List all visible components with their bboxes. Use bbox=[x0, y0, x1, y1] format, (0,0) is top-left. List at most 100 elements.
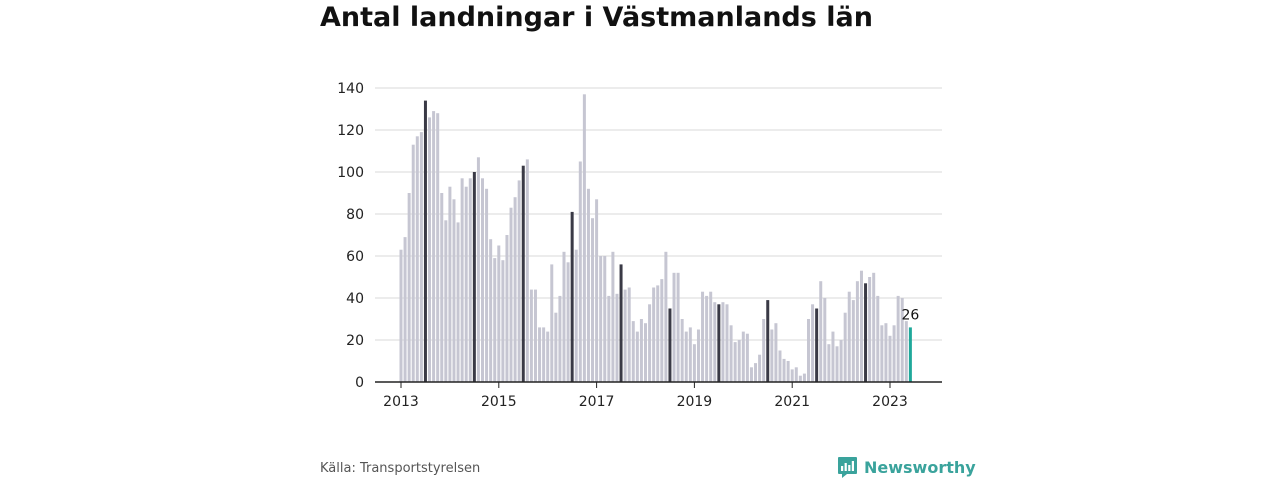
bar bbox=[900, 298, 904, 382]
bar bbox=[554, 312, 558, 382]
bar bbox=[432, 111, 436, 382]
bar bbox=[741, 331, 745, 382]
bar bbox=[811, 304, 815, 382]
bar bbox=[705, 295, 709, 382]
brand-name: Newsworthy bbox=[864, 457, 976, 477]
x-tick-label: 2019 bbox=[677, 394, 713, 410]
bar bbox=[517, 180, 521, 382]
y-axis-labels: 0 20 40 60 80 100 120 140 bbox=[337, 81, 364, 391]
bar bbox=[582, 94, 586, 383]
bar bbox=[770, 329, 774, 382]
bar bbox=[868, 277, 872, 382]
bar bbox=[411, 144, 415, 382]
bar bbox=[627, 287, 631, 382]
bar bbox=[664, 251, 668, 382]
bar bbox=[631, 321, 635, 382]
bar bbox=[644, 323, 647, 382]
bar bbox=[448, 186, 452, 382]
bar-highlight bbox=[472, 172, 476, 382]
bar bbox=[774, 323, 778, 382]
bar bbox=[436, 113, 440, 382]
bar bbox=[835, 346, 839, 382]
bar bbox=[456, 222, 460, 382]
bar bbox=[493, 258, 497, 382]
bar-highlight bbox=[570, 211, 574, 382]
bar bbox=[639, 319, 643, 382]
bar bbox=[452, 199, 456, 382]
y-tick-label: 60 bbox=[346, 249, 364, 265]
bar bbox=[615, 293, 619, 382]
bar-highlight bbox=[619, 264, 623, 382]
newsworthy-chart-icon bbox=[838, 457, 857, 478]
bar bbox=[419, 132, 423, 382]
bar bbox=[676, 272, 680, 382]
bar bbox=[464, 186, 468, 382]
bar bbox=[859, 270, 863, 382]
bar bbox=[440, 193, 444, 382]
bar bbox=[505, 235, 509, 382]
bar bbox=[696, 329, 700, 382]
chart-title: Antal landningar i Västmanlands län bbox=[320, 2, 873, 33]
y-tick-label: 80 bbox=[346, 207, 364, 223]
bar bbox=[444, 220, 448, 382]
brand-logo[interactable]: Newsworthy bbox=[836, 455, 976, 479]
bar bbox=[758, 354, 762, 382]
bar-highlight bbox=[815, 308, 819, 382]
bar bbox=[745, 333, 749, 382]
y-tick-label: 40 bbox=[346, 291, 364, 307]
bar bbox=[798, 375, 802, 382]
bar bbox=[786, 361, 790, 382]
bar bbox=[672, 272, 676, 382]
source-note: Källa: Transportstyrelsen bbox=[320, 461, 481, 476]
bar-highlight bbox=[423, 100, 427, 382]
bar bbox=[904, 321, 908, 382]
bar-highlight bbox=[766, 300, 770, 382]
bar bbox=[880, 325, 884, 382]
bar bbox=[611, 251, 615, 382]
bar bbox=[688, 327, 692, 382]
x-tick-label: 2017 bbox=[579, 394, 615, 410]
y-tick-label: 140 bbox=[337, 81, 364, 97]
bar bbox=[603, 256, 607, 382]
bar bbox=[847, 291, 851, 382]
bar bbox=[725, 304, 729, 382]
x-tick-label: 2013 bbox=[383, 394, 419, 410]
bar bbox=[713, 302, 717, 382]
x-axis-ticks bbox=[400, 382, 891, 388]
bar bbox=[888, 335, 892, 382]
bar-highlight bbox=[521, 165, 525, 382]
bar bbox=[476, 157, 480, 382]
bar bbox=[680, 319, 684, 382]
bar bbox=[460, 178, 464, 382]
bar bbox=[855, 281, 859, 382]
bar bbox=[509, 207, 513, 382]
bar bbox=[660, 279, 664, 382]
bar bbox=[778, 350, 782, 382]
y-tick-label: 0 bbox=[355, 375, 364, 391]
bar-latest bbox=[908, 327, 912, 382]
bar bbox=[819, 281, 823, 382]
x-tick-label: 2021 bbox=[774, 394, 810, 410]
bar bbox=[595, 199, 599, 382]
bar bbox=[501, 260, 505, 382]
bar bbox=[562, 251, 566, 382]
bar bbox=[851, 300, 855, 382]
bar bbox=[407, 193, 411, 382]
bar bbox=[876, 295, 880, 382]
bar bbox=[489, 239, 493, 382]
bar bbox=[574, 249, 578, 382]
bar bbox=[648, 304, 652, 382]
bar bbox=[754, 363, 758, 382]
bar bbox=[827, 344, 831, 382]
bar bbox=[762, 319, 766, 382]
bar bbox=[652, 287, 656, 382]
bar bbox=[684, 331, 688, 382]
bar bbox=[481, 178, 484, 382]
y-tick-label: 100 bbox=[337, 165, 364, 181]
bar bbox=[578, 161, 582, 382]
bar bbox=[403, 237, 407, 382]
bar-highlight bbox=[864, 283, 868, 382]
bar bbox=[782, 358, 786, 382]
bar bbox=[701, 291, 705, 382]
